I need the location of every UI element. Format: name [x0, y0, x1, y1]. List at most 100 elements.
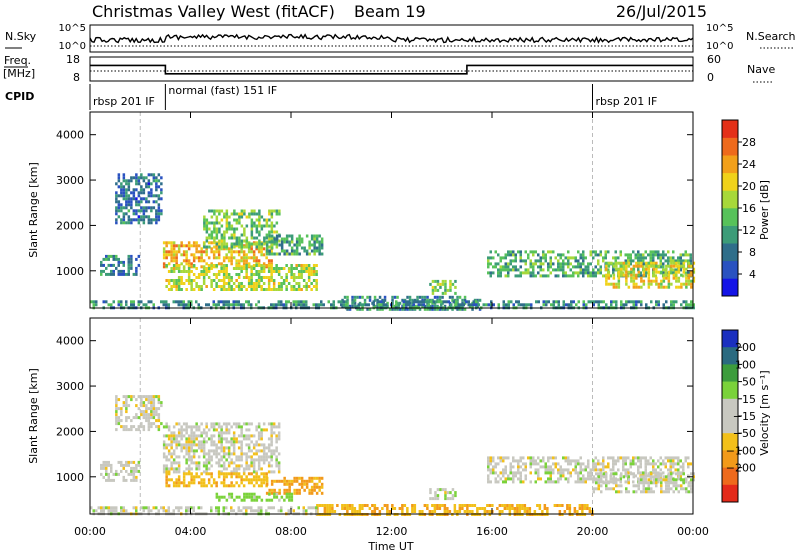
- scatter-cell: [650, 261, 653, 265]
- scatter-cell: [270, 506, 273, 510]
- scatter-cell: [625, 279, 628, 283]
- scatter-cell: [107, 506, 110, 510]
- scatter-cell: [213, 230, 216, 234]
- scatter-cell: [205, 303, 208, 307]
- scatter-cell: [170, 446, 173, 450]
- scatter-cell: [519, 465, 522, 469]
- scatter-cell: [243, 212, 246, 216]
- scatter-cell: [650, 300, 653, 304]
- scatter-cell: [562, 274, 565, 278]
- scatter-cell: [509, 468, 512, 472]
- scatter-cell: [232, 467, 236, 471]
- scatter-cell: [262, 458, 266, 462]
- scatter-cell: [275, 245, 279, 249]
- scatter-cell: [632, 456, 635, 460]
- scatter-cell: [657, 253, 660, 257]
- scatter-cell: [346, 298, 349, 302]
- scatter-cell: [290, 252, 294, 256]
- scatter-cell: [278, 252, 281, 256]
- scatter-cell: [235, 425, 238, 429]
- scatter-cell: [237, 300, 240, 304]
- scatter-cell: [275, 461, 278, 465]
- scatter-cell: [127, 260, 130, 264]
- scatter-cell: [584, 256, 587, 260]
- scatter-cell: [230, 245, 234, 249]
- scatter-cell: [217, 262, 221, 266]
- scatter-cell: [192, 279, 196, 282]
- scatter-cell: [366, 504, 369, 507]
- scatter-cell: [285, 288, 288, 291]
- scatter-cell: [332, 303, 335, 307]
- scatter-cell: [222, 478, 226, 482]
- scatter-cell: [443, 304, 447, 308]
- scatter-cell: [222, 437, 226, 441]
- scatter-cell: [122, 206, 126, 210]
- scatter-cell: [562, 268, 565, 272]
- scatter-cell: [570, 300, 573, 304]
- scatter-cell: [210, 282, 213, 285]
- scatter-cell: [574, 459, 577, 463]
- scatter-cell: [434, 497, 437, 501]
- scatter-cell: [270, 259, 273, 263]
- scatter-cell: [115, 410, 118, 414]
- scatter-cell: [125, 460, 128, 464]
- scatter-cell: [363, 298, 367, 302]
- scatter-cell: [597, 253, 600, 257]
- power-colorbar-tick-label: 12: [742, 224, 756, 237]
- scatter-cell: [680, 285, 683, 289]
- scatter-cell: [421, 295, 424, 299]
- scatter-cell: [213, 245, 216, 249]
- scatter-cell: [545, 303, 548, 307]
- scatter-cell: [175, 461, 178, 465]
- scatter-cell: [297, 288, 301, 291]
- scatter-cell: [644, 477, 647, 481]
- scatter-cell: [458, 504, 462, 507]
- scatter-cell: [436, 497, 440, 501]
- scatter-cell: [308, 246, 311, 250]
- scatter-cell: [573, 507, 577, 510]
- scatter-cell: [110, 466, 113, 470]
- scatter-cell: [270, 288, 273, 291]
- scatter-cell: [509, 268, 512, 272]
- scatter-cell: [572, 271, 575, 275]
- scatter-cell: [137, 194, 141, 198]
- scatter-cell: [588, 510, 592, 513]
- scatter-cell: [538, 507, 542, 510]
- velocity-colorbar-swatch: [722, 364, 738, 382]
- scatter-cell: [172, 425, 176, 429]
- scatter-cell: [165, 425, 168, 429]
- scatter-cell: [130, 197, 133, 201]
- scatter-cell: [635, 285, 638, 289]
- scatter-cell: [165, 509, 168, 513]
- scatter-cell: [650, 472, 653, 476]
- scatter-cell: [295, 479, 299, 483]
- scatter-cell: [245, 495, 249, 499]
- scatter-cell: [687, 253, 690, 257]
- scatter-cell: [287, 300, 290, 304]
- scatter-cell: [268, 209, 271, 213]
- scatter-cell: [252, 434, 256, 438]
- scatter-cell: [690, 264, 693, 268]
- scatter-cell: [632, 259, 635, 263]
- scatter-cell: [647, 282, 651, 286]
- scatter-cell: [127, 416, 131, 420]
- scatter-cell: [135, 173, 138, 177]
- scatter-cell: [187, 458, 191, 462]
- scatter-cell: [220, 428, 223, 432]
- scatter-cell: [255, 224, 259, 228]
- scatter-cell: [187, 279, 191, 282]
- scatter-cell: [672, 481, 675, 485]
- scatter-cell: [627, 478, 630, 482]
- scatter-cell: [192, 461, 196, 465]
- scatter-cell: [532, 262, 535, 266]
- scatter-cell: [667, 481, 670, 485]
- scatter-cell: [243, 492, 246, 496]
- scatter-cell: [230, 425, 233, 429]
- scatter-cell: [690, 279, 693, 283]
- scatter-cell: [660, 279, 663, 283]
- scatter-cell: [348, 504, 352, 507]
- scatter-cell: [443, 510, 447, 513]
- scatter-cell: [265, 221, 269, 225]
- scatter-cell: [165, 264, 168, 267]
- scatter-cell: [127, 269, 130, 273]
